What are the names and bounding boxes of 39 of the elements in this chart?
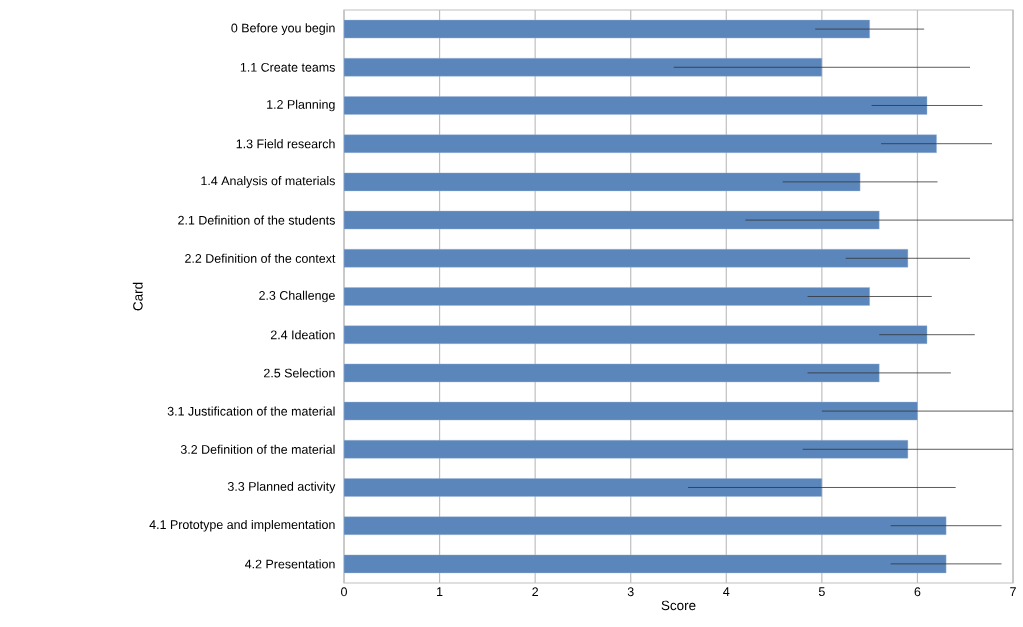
bar [344, 516, 947, 535]
x-tick-label: 5 [818, 587, 825, 597]
x-tick-label: 3 [627, 587, 634, 597]
bar [344, 58, 823, 77]
y-tick-label: 2.1 Definition of the students [178, 215, 335, 225]
y-axis-title: Card [132, 282, 143, 311]
bar [344, 172, 861, 192]
y-tick-label: 3.2 Definition of the material [180, 444, 335, 454]
bar [344, 134, 937, 153]
y-tick-label: 4.2 Presentation [244, 559, 335, 569]
y-tick-label: 1.1 Create teams [240, 62, 335, 72]
bar [344, 363, 880, 383]
bar [344, 440, 909, 459]
y-tick-label: 2.5 Selection [264, 368, 335, 378]
y-tick-label: 3.1 Justification of the material [167, 406, 335, 416]
bar [344, 249, 909, 268]
bar [344, 210, 880, 230]
y-tick-label: 2.3 Challenge [259, 290, 335, 303]
bar [344, 478, 823, 497]
y-tick-label: 4.1 Prototype and implementation [149, 519, 335, 532]
y-tick-label: 1.3 Field research [236, 139, 335, 149]
x-tick-label: 4 [723, 587, 730, 596]
y-tick-label: 3.3 Planned activity [227, 481, 336, 494]
bar [344, 96, 928, 115]
x-tick-label: 2 [532, 587, 538, 597]
y-tick-label: 0 Before you begin [231, 23, 335, 35]
y-tick-label: 2.2 Definition of the context [185, 253, 336, 263]
y-tick-label: 2.4 Ideation [270, 330, 335, 340]
bar [344, 401, 918, 421]
bar [344, 325, 928, 344]
x-tick-label: 6 [914, 587, 921, 597]
bar [344, 554, 947, 574]
x-tick-label: 0 [341, 587, 347, 597]
x-tick-label: 7 [1010, 587, 1016, 596]
x-axis-title: Score [661, 600, 696, 611]
y-tick-label: 1.4 Analysis of materials [201, 176, 335, 188]
bar [344, 287, 870, 306]
x-tick-label: 1 [437, 587, 443, 596]
y-tick-label: 1.2 Planning [267, 99, 335, 112]
